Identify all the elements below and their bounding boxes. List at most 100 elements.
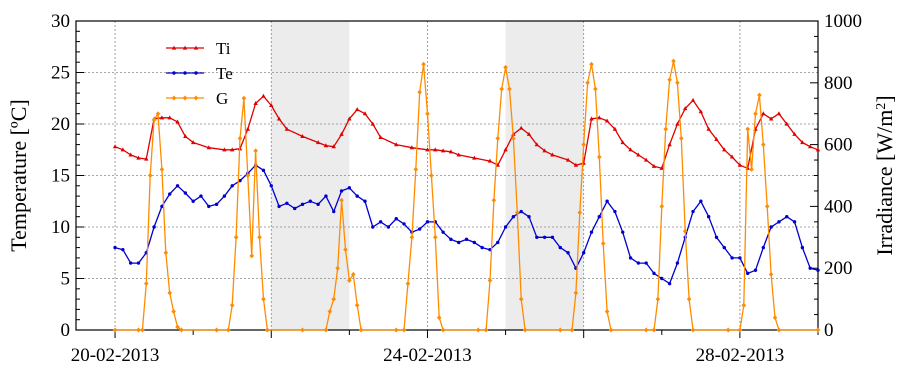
data-point — [581, 251, 586, 255]
legend-label: Te — [216, 64, 233, 83]
data-point — [432, 234, 438, 240]
data-point — [679, 135, 684, 141]
data-point — [440, 148, 446, 153]
data-point — [433, 147, 438, 152]
data-point — [292, 206, 297, 211]
data-point — [690, 97, 696, 102]
legend-label: Ti — [216, 39, 231, 58]
data-point — [714, 137, 719, 142]
data-point — [121, 247, 125, 252]
data-point — [335, 265, 340, 271]
right-tick-label: 400 — [824, 196, 853, 217]
data-point — [253, 101, 258, 105]
data-point — [417, 89, 422, 95]
data-point — [425, 111, 430, 117]
data-point — [354, 302, 360, 308]
data-point — [421, 61, 426, 67]
data-point — [550, 152, 555, 157]
right-tick-label: 600 — [824, 135, 853, 156]
data-point — [323, 327, 329, 333]
data-point — [745, 126, 751, 132]
data-point — [128, 152, 133, 157]
data-point — [409, 145, 415, 150]
data-point — [737, 162, 743, 167]
data-point — [503, 147, 508, 152]
data-point — [761, 142, 766, 148]
data-point — [655, 296, 661, 302]
data-point — [730, 256, 734, 260]
data-point — [436, 315, 442, 321]
data-point — [171, 95, 177, 101]
data-point — [194, 71, 198, 75]
data-point — [429, 173, 434, 178]
data-point — [339, 189, 344, 193]
data-point — [284, 126, 290, 131]
data-point — [464, 237, 469, 242]
data-point — [757, 92, 762, 98]
data-point — [764, 203, 770, 209]
data-point — [222, 194, 227, 198]
data-point — [691, 209, 695, 214]
data-point — [753, 111, 758, 117]
data-point — [332, 209, 336, 214]
data-point — [589, 230, 594, 234]
data-point — [682, 228, 688, 234]
data-point — [534, 142, 540, 147]
data-point — [405, 281, 411, 287]
data-point — [331, 144, 336, 149]
data-point — [585, 80, 590, 86]
data-point — [522, 327, 528, 333]
data-point — [183, 133, 188, 138]
data-point — [761, 245, 766, 250]
data-point — [542, 235, 547, 239]
data-point — [518, 296, 524, 302]
left-tick-label: 15 — [51, 166, 70, 187]
data-point — [652, 271, 656, 276]
data-point — [527, 215, 531, 219]
data-point — [566, 251, 570, 255]
data-point — [597, 215, 602, 219]
data-point — [179, 327, 184, 333]
data-point — [363, 199, 367, 203]
legend-item-te: Te — [166, 64, 233, 83]
data-point — [604, 308, 610, 314]
data-point — [659, 203, 665, 209]
data-point — [253, 148, 258, 154]
legend: Ti Te G — [166, 39, 233, 108]
data-point — [159, 166, 165, 172]
legend-item-g: G — [166, 89, 228, 108]
data-point — [175, 324, 180, 330]
data-point — [362, 111, 368, 116]
data-point — [457, 240, 461, 245]
data-point — [597, 115, 602, 120]
data-point — [667, 142, 672, 147]
data-point — [815, 327, 821, 333]
data-point — [593, 86, 598, 92]
data-point — [573, 290, 579, 296]
data-point — [370, 121, 375, 126]
data-point — [542, 148, 547, 153]
data-point — [237, 135, 243, 141]
data-point — [577, 210, 583, 216]
data-point — [706, 126, 711, 131]
data-point — [371, 225, 375, 229]
data-point — [136, 155, 141, 160]
data-point — [171, 308, 176, 314]
data-point — [425, 147, 430, 152]
data-point — [565, 157, 571, 162]
series-te — [113, 163, 820, 286]
data-point — [245, 173, 251, 178]
data-point — [499, 86, 504, 92]
data-point — [269, 184, 273, 188]
data-point — [261, 93, 266, 98]
data-point — [285, 201, 289, 206]
data-point — [487, 278, 493, 284]
data-point — [589, 61, 594, 67]
data-point — [261, 168, 266, 173]
data-point — [675, 80, 680, 86]
data-point — [725, 327, 731, 333]
data-point — [323, 143, 329, 148]
data-point — [257, 234, 262, 240]
data-point — [183, 71, 187, 75]
data-point — [659, 165, 664, 170]
